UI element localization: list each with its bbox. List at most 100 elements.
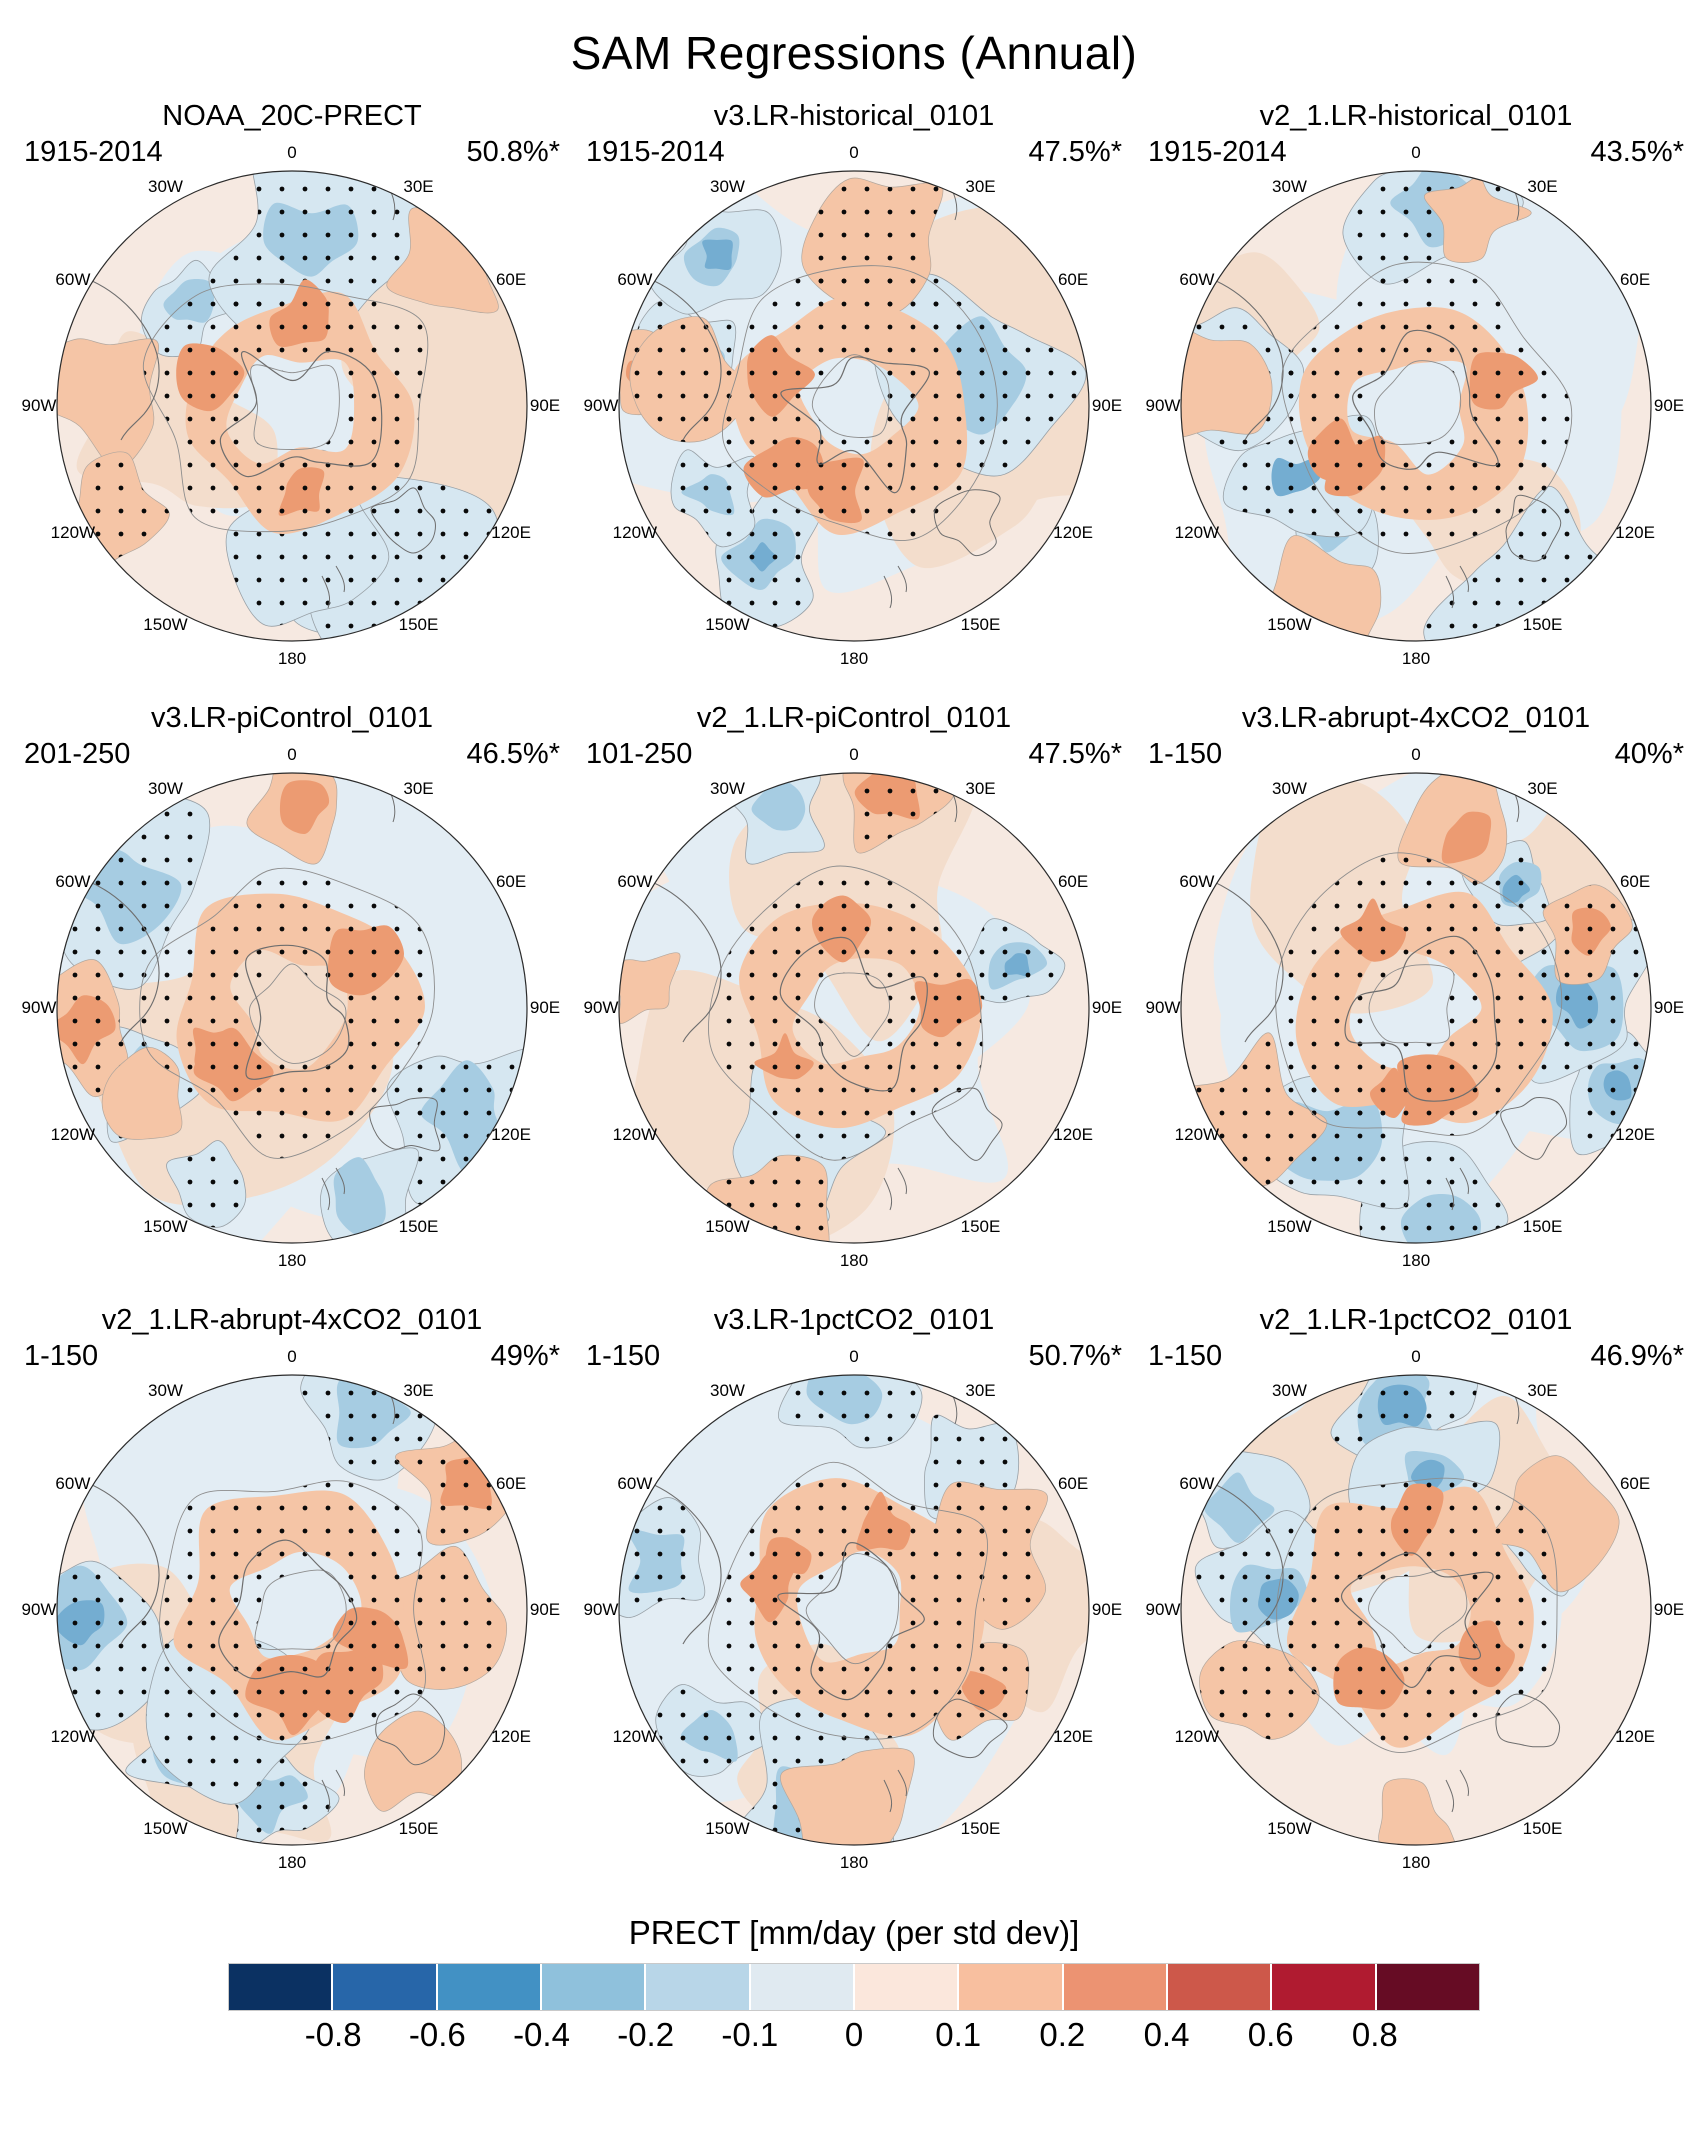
period-label: 1-150 (1148, 1340, 1223, 1372)
lon-label-150W: 150W (1267, 1217, 1312, 1237)
lon-label-60E: 60E (1619, 269, 1651, 289)
colorbar-segment (750, 1964, 853, 2010)
colorbar-tick: 0.2 (1039, 2016, 1086, 2053)
colorbar-tick: 0.4 (1143, 2016, 1190, 2053)
lon-label-120E: 120E (1053, 522, 1093, 542)
lon-label-0: 0 (287, 745, 297, 764)
variance-label: 47.5%* (1028, 136, 1122, 168)
panel-title: v3.LR-1pctCO2_0101 (713, 1304, 995, 1336)
map-area: 1-150 50.7%* 0 30E 60E 90E 120E 150E 180 150W 12… (584, 1340, 1124, 1880)
colorbar-segment (437, 1964, 540, 2010)
lon-label-150W: 150W (143, 1819, 188, 1839)
variance-label: 40%* (1614, 738, 1684, 770)
lon-label-90W: 90W (583, 1600, 619, 1619)
variance-label: 46.9%* (1590, 1340, 1684, 1372)
lon-label-0: 0 (849, 745, 859, 764)
lon-label-180: 180 (839, 649, 869, 668)
colorbar-segment (229, 1964, 332, 2010)
polar-map (56, 1374, 528, 1846)
lon-label-30W: 30W (710, 176, 745, 196)
lon-label-120W: 120W (50, 1726, 96, 1746)
map-panel: v2_1.LR-1pctCO2_0101 1-150 46.9%* 0 30E 60… (1138, 1300, 1694, 1880)
lon-label-180: 180 (277, 1251, 307, 1270)
lon-label-180: 180 (1401, 1853, 1431, 1872)
lon-label-180: 180 (1401, 1251, 1431, 1270)
lon-label-90W: 90W (1145, 396, 1181, 415)
map-panel: v3.LR-historical_0101 1915-2014 47.5%* 0… (576, 96, 1132, 676)
lon-label-30W: 30W (710, 778, 745, 798)
lon-label-120W: 120W (50, 522, 96, 542)
map-panel: v2_1.LR-historical_0101 1915-2014 43.5%*… (1138, 96, 1694, 676)
lon-label-60E: 60E (495, 1473, 527, 1493)
lon-label-30E: 30E (403, 778, 434, 798)
lon-label-0: 0 (849, 143, 859, 162)
lon-label-180: 180 (839, 1853, 869, 1872)
lon-label-90W: 90W (1145, 998, 1181, 1017)
polar-map (1180, 772, 1652, 1244)
colorbar-tick: -0.4 (513, 2016, 570, 2053)
polar-map (56, 170, 528, 642)
lon-label-180: 180 (277, 649, 307, 668)
map-area: 201-250 46.5%* 0 30E 60E 90E 120E 150E 180 150W… (22, 738, 562, 1278)
colorbar-tick: -0.8 (304, 2016, 362, 2053)
lon-label-120E: 120E (1615, 1726, 1655, 1746)
lon-label-120E: 120E (1053, 1124, 1093, 1144)
variance-label: 49%* (490, 1340, 560, 1372)
lon-label-30E: 30E (1527, 1380, 1558, 1400)
period-label: 101-250 (586, 738, 693, 770)
colorbar-tick: 0.8 (1351, 2016, 1398, 2053)
lon-label-90E: 90E (1653, 396, 1685, 415)
colorbar-segment (1272, 1964, 1375, 2010)
lon-label-30W: 30W (148, 176, 183, 196)
lon-label-60E: 60E (495, 269, 527, 289)
period-label: 1-150 (24, 1340, 99, 1372)
panel-title: v2_1.LR-piControl_0101 (696, 702, 1012, 734)
panel-title: v3.LR-abrupt-4xCO2_0101 (1241, 702, 1591, 734)
colorbar-segment (333, 1964, 436, 2010)
map-area: 1915-2014 47.5%* 0 30E 60E 90E 120E 150E 180 15… (584, 136, 1124, 676)
lon-label-150W: 150W (705, 1819, 750, 1839)
panel-title: v2_1.LR-abrupt-4xCO2_0101 (101, 1304, 483, 1336)
lon-label-90E: 90E (1091, 1600, 1123, 1619)
colorbar-segment (959, 1964, 1062, 2010)
lon-label-180: 180 (277, 1853, 307, 1872)
lon-label-150E: 150E (398, 1819, 439, 1839)
lon-label-90E: 90E (529, 396, 561, 415)
lon-label-90E: 90E (1091, 998, 1123, 1017)
map-area: 1-150 40%* 0 30E 60E 90E 120E 150E 180 150W 120W… (1146, 738, 1686, 1278)
colorbar-ticks: -0.8 -0.6 -0.4 -0.2 -0.1 0 0.1 0.2 0.4 0.6 0.8 (229, 2016, 1479, 2062)
variance-label: 50.7%* (1028, 1340, 1122, 1372)
polar-map (618, 170, 1090, 642)
lon-label-0: 0 (1411, 143, 1421, 162)
lon-label-30E: 30E (965, 1380, 996, 1400)
colorbar-tick: -0.1 (721, 2016, 779, 2053)
colorbar-tick: 0 (844, 2016, 864, 2053)
map-area: 1-150 49%* 0 30E 60E 90E 120E 150E 180 150W 120W… (22, 1340, 562, 1880)
lon-label-150E: 150E (1522, 1217, 1563, 1237)
lon-label-120E: 120E (1615, 522, 1655, 542)
map-area: 1915-2014 43.5%* 0 30E 60E 90E 120E 150E 180 15… (1146, 136, 1686, 676)
lon-label-120W: 120W (612, 522, 658, 542)
variance-label: 47.5%* (1028, 738, 1122, 770)
lon-label-30W: 30W (1272, 176, 1307, 196)
lon-label-60E: 60E (1057, 871, 1089, 891)
lon-label-60W: 60W (617, 1473, 653, 1493)
lon-label-150E: 150E (1522, 1819, 1563, 1839)
variance-label: 43.5%* (1590, 136, 1684, 168)
lon-label-90E: 90E (1091, 396, 1123, 415)
lon-label-30E: 30E (403, 1380, 434, 1400)
colorbar-tick: -0.6 (408, 2016, 466, 2053)
period-label: 1915-2014 (586, 136, 725, 168)
lon-label-30W: 30W (148, 1380, 183, 1400)
lon-label-150E: 150E (960, 1819, 1001, 1839)
lon-label-90E: 90E (1653, 998, 1685, 1017)
lon-label-0: 0 (1411, 745, 1421, 764)
lon-label-30W: 30W (1272, 1380, 1307, 1400)
polar-map (1180, 1374, 1652, 1846)
lon-label-60W: 60W (55, 871, 91, 891)
polar-map (618, 1374, 1090, 1846)
lon-label-150E: 150E (398, 615, 439, 635)
figure-title: SAM Regressions (Annual) (570, 27, 1138, 79)
lon-label-120W: 120W (50, 1124, 96, 1144)
variance-label: 50.8%* (466, 136, 560, 168)
